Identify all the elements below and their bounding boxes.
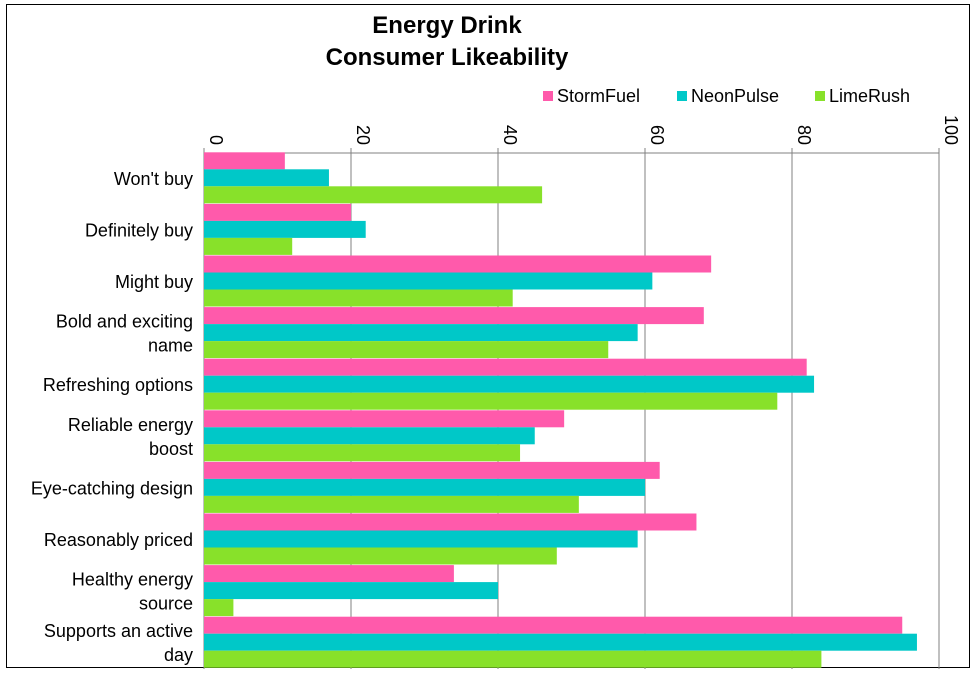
legend-label-limerush: LimeRush [829, 86, 910, 106]
bar-limerush-1 [204, 237, 293, 255]
legend-swatch-stormfuel [543, 91, 553, 101]
bar-neonpulse-0 [204, 169, 329, 187]
x-tick-label-100: 100 [941, 115, 961, 145]
category-label-9-0: Supports an active [44, 621, 193, 641]
bar-neonpulse-6 [204, 478, 645, 496]
chart-frame: Energy Drink Consumer Likeability StormFue… [6, 4, 970, 669]
legend-label-stormfuel: StormFuel [557, 86, 640, 106]
bar-stormfuel-9 [204, 616, 903, 634]
bar-neonpulse-7 [204, 530, 638, 548]
x-tick-label-20: 20 [353, 125, 373, 145]
bar-stormfuel-6 [204, 461, 660, 479]
category-label-1-0: Definitely buy [85, 220, 193, 240]
legend-swatch-limerush [815, 91, 825, 101]
chart-title-line-1: Energy Drink [372, 12, 522, 39]
bar-neonpulse-5 [204, 427, 535, 445]
bar-stormfuel-0 [204, 152, 285, 170]
x-tick-label-40: 40 [500, 125, 520, 145]
bar-stormfuel-8 [204, 565, 454, 583]
category-label-3-1: name [148, 336, 193, 356]
bar-limerush-3 [204, 341, 609, 359]
bar-limerush-9 [204, 650, 822, 668]
category-label-8-1: source [139, 594, 193, 614]
bar-stormfuel-3 [204, 307, 704, 325]
bar-stormfuel-1 [204, 203, 351, 221]
legend-label-neonpulse: NeonPulse [691, 86, 779, 106]
bar-stormfuel-4 [204, 358, 807, 376]
bar-stormfuel-2 [204, 255, 712, 273]
bar-neonpulse-3 [204, 324, 638, 342]
x-tick-label-0: 0 [206, 135, 226, 145]
x-tick-label-60: 60 [647, 125, 667, 145]
bar-neonpulse-4 [204, 375, 815, 393]
bar-limerush-5 [204, 444, 521, 462]
bar-neonpulse-9 [204, 633, 917, 651]
bar-limerush-2 [204, 289, 513, 307]
chart-title-line-2: Consumer Likeability [326, 44, 569, 71]
bar-limerush-8 [204, 599, 234, 617]
bar-stormfuel-5 [204, 410, 565, 428]
category-label-5-1: boost [149, 439, 193, 459]
category-label-8-0: Healthy energy [72, 570, 193, 590]
category-label-0-0: Won't buy [114, 169, 193, 189]
bar-neonpulse-8 [204, 582, 498, 600]
bar-limerush-6 [204, 495, 579, 513]
bar-neonpulse-1 [204, 220, 366, 238]
category-label-6-0: Eye-catching design [31, 478, 193, 498]
bar-limerush-0 [204, 186, 543, 204]
bar-neonpulse-2 [204, 272, 653, 290]
category-label-5-0: Reliable energy [68, 415, 193, 435]
category-label-3-0: Bold and exciting [56, 312, 193, 332]
x-tick-label-80: 80 [794, 125, 814, 145]
category-label-9-1: day [164, 645, 193, 665]
category-label-7-0: Reasonably priced [44, 530, 193, 550]
bar-stormfuel-7 [204, 513, 697, 531]
bar-limerush-4 [204, 392, 778, 410]
chart-svg: Energy Drink Consumer Likeability StormFue… [31, 12, 961, 669]
category-label-2-0: Might buy [115, 272, 193, 292]
bar-limerush-7 [204, 547, 557, 565]
category-label-4-0: Refreshing options [43, 375, 193, 395]
legend-swatch-neonpulse [677, 91, 687, 101]
